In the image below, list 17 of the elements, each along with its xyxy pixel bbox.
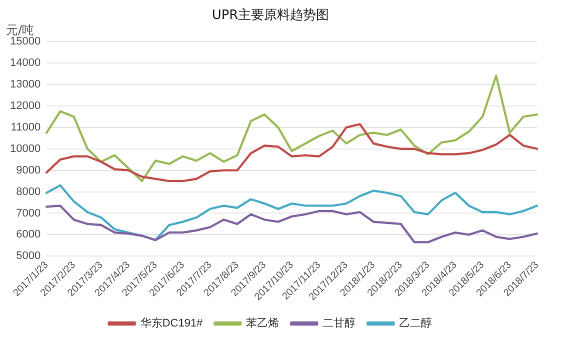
y-tick-label: 15000: [10, 36, 41, 48]
y-tick-label: 9000: [16, 164, 41, 176]
legend-label: 苯乙烯: [246, 316, 280, 330]
y-tick-label: 8000: [16, 186, 41, 198]
y-tick-label: 5000: [16, 250, 41, 262]
y-tick-label: 6000: [16, 228, 41, 241]
legend-label: 华东DC191#: [140, 316, 204, 330]
chart-title: UPR主要原料趋势图: [212, 7, 330, 24]
legend-label: 二甘醇: [322, 316, 356, 330]
legend-label: 乙二醇: [399, 316, 432, 330]
y-tick-label: 10000: [10, 142, 41, 155]
y-tick-label: 7000: [16, 207, 41, 220]
y-tick-label: 14000: [10, 57, 41, 70]
y-tick-label: 11000: [10, 121, 41, 134]
y-axis-title: 元/吨: [6, 22, 34, 37]
y-tick-label: 12000: [10, 100, 41, 112]
y-tick-label: 13000: [10, 78, 41, 91]
